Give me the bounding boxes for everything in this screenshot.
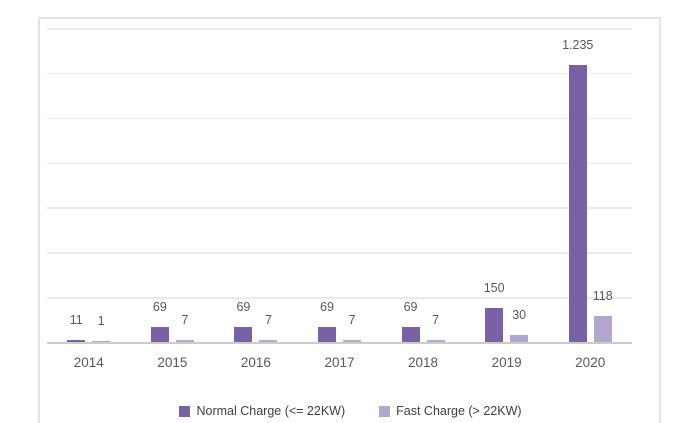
data-label: 69 [403, 299, 418, 314]
gridline [47, 297, 632, 299]
x-axis-label: 2017 [324, 355, 355, 370]
legend-item-fast-charge: Fast Charge (> 22KW) [379, 404, 522, 418]
legend-item-normal-charge: Normal Charge (<= 22KW) [179, 404, 345, 418]
bar-normal-charge-2018 [401, 326, 420, 342]
data-label: 69 [320, 299, 334, 314]
data-label: 1.235 [562, 38, 594, 52]
chart-plot-frame [38, 17, 661, 423]
bar-normal-charge-2017 [318, 326, 336, 342]
x-axis-label: 2015 [157, 355, 188, 370]
bar-fast-charge-2019 [510, 335, 529, 342]
legend-label-fast-charge: Fast Charge (> 22KW) [396, 404, 522, 418]
bar-fast-charge-2016 [259, 340, 278, 342]
bar-normal-charge-2019 [485, 308, 504, 342]
data-label: 7 [264, 313, 272, 328]
data-label: 7 [432, 313, 440, 328]
data-label: 11 [69, 312, 83, 327]
data-label: 1 [97, 313, 105, 328]
gridline [47, 28, 632, 30]
bar-fast-charge-2014 [92, 340, 111, 342]
x-axis-line [47, 342, 632, 344]
bar-fast-charge-2018 [426, 340, 445, 342]
x-axis-label: 2014 [73, 355, 104, 370]
bar-normal-charge-2020 [568, 65, 587, 342]
bar-fast-charge-2020 [593, 315, 612, 342]
x-axis-label: 2016 [240, 355, 271, 370]
bar-fast-charge-2015 [175, 340, 194, 342]
data-label: 7 [348, 313, 356, 328]
gridline [47, 72, 632, 75]
data-label: 7 [181, 313, 189, 328]
bar-normal-charge-2014 [67, 339, 86, 342]
data-label: 118 [592, 288, 613, 303]
gridline [47, 117, 632, 120]
fast-charge-swatch-icon [379, 405, 391, 417]
bar-fast-charge-2017 [343, 340, 361, 342]
gridline [47, 252, 632, 254]
x-axis-label: 2018 [408, 355, 439, 370]
data-label: 150 [483, 281, 505, 296]
normal-charge-swatch-icon [179, 405, 191, 417]
chart-legend: Normal Charge (<= 22KW) Fast Charge (> 2… [38, 403, 663, 419]
gridline [47, 162, 632, 165]
legend-label-normal-charge: Normal Charge (<= 22KW) [196, 404, 346, 418]
x-axis-label: 2020 [575, 355, 606, 370]
data-label: 69 [152, 299, 167, 314]
bar-normal-charge-2016 [234, 326, 253, 342]
data-label: 30 [512, 308, 527, 323]
x-axis-label: 2019 [491, 355, 522, 370]
data-label: 69 [236, 299, 251, 314]
gridline [47, 207, 632, 209]
bar-normal-charge-2015 [150, 326, 169, 342]
